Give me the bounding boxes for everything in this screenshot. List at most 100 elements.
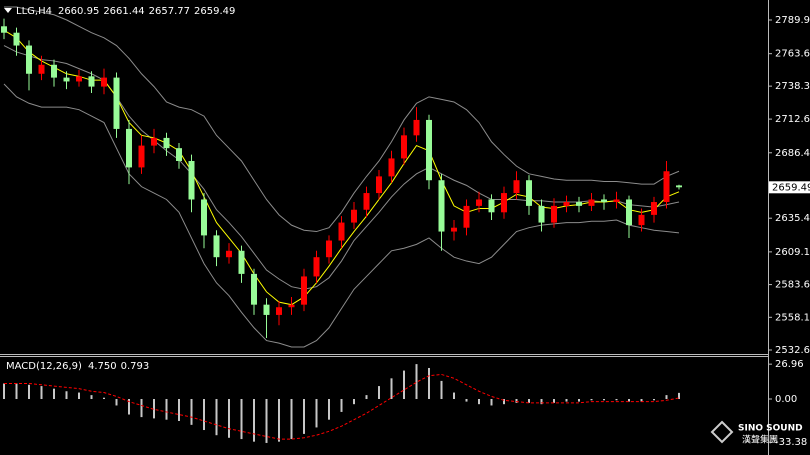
readout-title: MACD(12,26,9): [6, 361, 82, 372]
candle-body: [638, 214, 645, 226]
macd-bar: [440, 380, 443, 400]
current-price-box: [769, 181, 810, 194]
macd-bar: [178, 399, 180, 421]
macd-bar: [453, 392, 455, 400]
menu-arrow[interactable]: [4, 8, 12, 13]
current-price-label: 2659.49: [772, 182, 810, 193]
candle-body: [401, 135, 407, 159]
macd-bar: [278, 399, 280, 442]
y-tick-label: 2686.40: [775, 148, 810, 159]
candle-body: [326, 240, 332, 258]
macd-bar: [40, 386, 43, 400]
macd-bar: [540, 399, 543, 405]
candle-body: [13, 32, 20, 46]
macd-bar: [3, 383, 5, 400]
y-tick-label: -33.38: [775, 437, 807, 448]
macd-bar: [478, 399, 480, 405]
candle-body: [138, 145, 145, 168]
candle-body: [651, 202, 657, 215]
macd-bar: [265, 399, 268, 443]
y-tick-label: 2635.40: [775, 213, 810, 224]
logo-name: SINO SOUND: [738, 424, 803, 434]
macd-bar: [528, 399, 530, 403]
candle-body: [663, 171, 670, 203]
macd-bar: [165, 399, 168, 420]
macd-bar: [503, 399, 505, 405]
readout-value: 4.750: [88, 361, 117, 372]
readout-value: 0.793: [121, 361, 150, 372]
candle-body: [101, 77, 107, 87]
candle-body: [188, 160, 195, 200]
macd-bar: [140, 399, 143, 418]
y-tick-label: 2558.15: [775, 312, 810, 323]
macd-bar: [378, 386, 380, 400]
candle-body: [388, 158, 395, 177]
overlay-line: [4, 6, 680, 233]
macd-bar: [365, 395, 368, 400]
candle-body: [276, 307, 282, 315]
macd-bar: [428, 367, 430, 400]
macd-bar: [353, 399, 355, 405]
macd-bar: [28, 384, 30, 400]
macd-bar: [490, 399, 493, 406]
candle-body: [213, 235, 220, 258]
candle-body: [438, 180, 445, 232]
candle-body: [151, 137, 157, 146]
y-tick-label: 0.00: [775, 394, 797, 405]
candle-body: [51, 64, 57, 78]
candle-body: [676, 185, 682, 188]
macd-bar: [240, 399, 243, 440]
macd-bar: [53, 388, 55, 400]
macd-bar: [290, 399, 293, 440]
macd-bar: [228, 399, 230, 438]
macd-bar: [65, 391, 68, 400]
candle-body: [176, 148, 182, 161]
macd-bar: [678, 392, 680, 400]
candle-body: [451, 227, 457, 232]
candle-body: [613, 199, 620, 203]
macd-bar: [128, 399, 130, 415]
macd-bar: [315, 399, 318, 428]
macd-bar: [303, 399, 305, 434]
y-tick-label: 2789.90: [775, 15, 810, 26]
macd-bar: [415, 364, 418, 400]
y-tick-label: 2609.15: [775, 247, 810, 258]
y-tick-label: 26.96: [775, 359, 804, 370]
candle-body: [563, 202, 570, 206]
candle-body: [126, 128, 132, 168]
candle-body: [526, 180, 532, 206]
candle-body: [501, 193, 507, 213]
y-tick-label: 2712.65: [775, 114, 810, 125]
candle-body: [88, 76, 95, 87]
macd-bar: [390, 378, 393, 400]
macd-bar: [615, 399, 618, 401]
macd-bar: [328, 399, 330, 420]
macd-bar: [115, 399, 118, 406]
candle-body: [488, 199, 495, 213]
candle-body: [576, 202, 582, 206]
candle-body: [626, 199, 632, 226]
logo-subtitle: 漢聲集團: [742, 434, 778, 446]
readout-value: 2660.95: [58, 6, 99, 17]
candle-body: [363, 193, 370, 210]
candle-body: [463, 205, 470, 228]
candle-body: [476, 199, 482, 206]
y-tick-label: 2763.65: [775, 49, 810, 60]
macd-bar: [215, 399, 218, 436]
readout-title: LLG,H4: [16, 6, 52, 17]
macd-bar: [103, 397, 105, 400]
macd-bar: [340, 399, 343, 412]
candle-body: [551, 205, 557, 223]
logo-icon: [710, 420, 734, 444]
macd-bar: [78, 392, 80, 400]
candle-body: [163, 137, 170, 149]
candle-body: [1, 26, 7, 33]
candle-body: [588, 199, 595, 206]
candle-body: [413, 119, 420, 136]
candle-body: [376, 176, 382, 194]
macd-bar: [653, 399, 655, 401]
candle-body: [313, 257, 320, 277]
macd-bar: [15, 383, 18, 400]
macd-bar: [253, 399, 255, 442]
candle-body: [238, 250, 245, 274]
